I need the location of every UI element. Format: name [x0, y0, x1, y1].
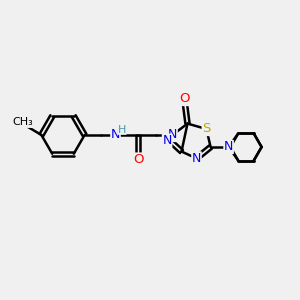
Text: O: O [179, 92, 190, 106]
Text: N: N [224, 140, 233, 154]
Text: N: N [111, 128, 120, 141]
Text: H: H [118, 124, 126, 135]
Text: N: N [192, 152, 201, 165]
Text: N: N [162, 134, 172, 147]
Text: S: S [202, 122, 211, 136]
Text: CH₃: CH₃ [12, 117, 33, 128]
Text: O: O [133, 153, 143, 166]
Text: N: N [168, 128, 177, 142]
